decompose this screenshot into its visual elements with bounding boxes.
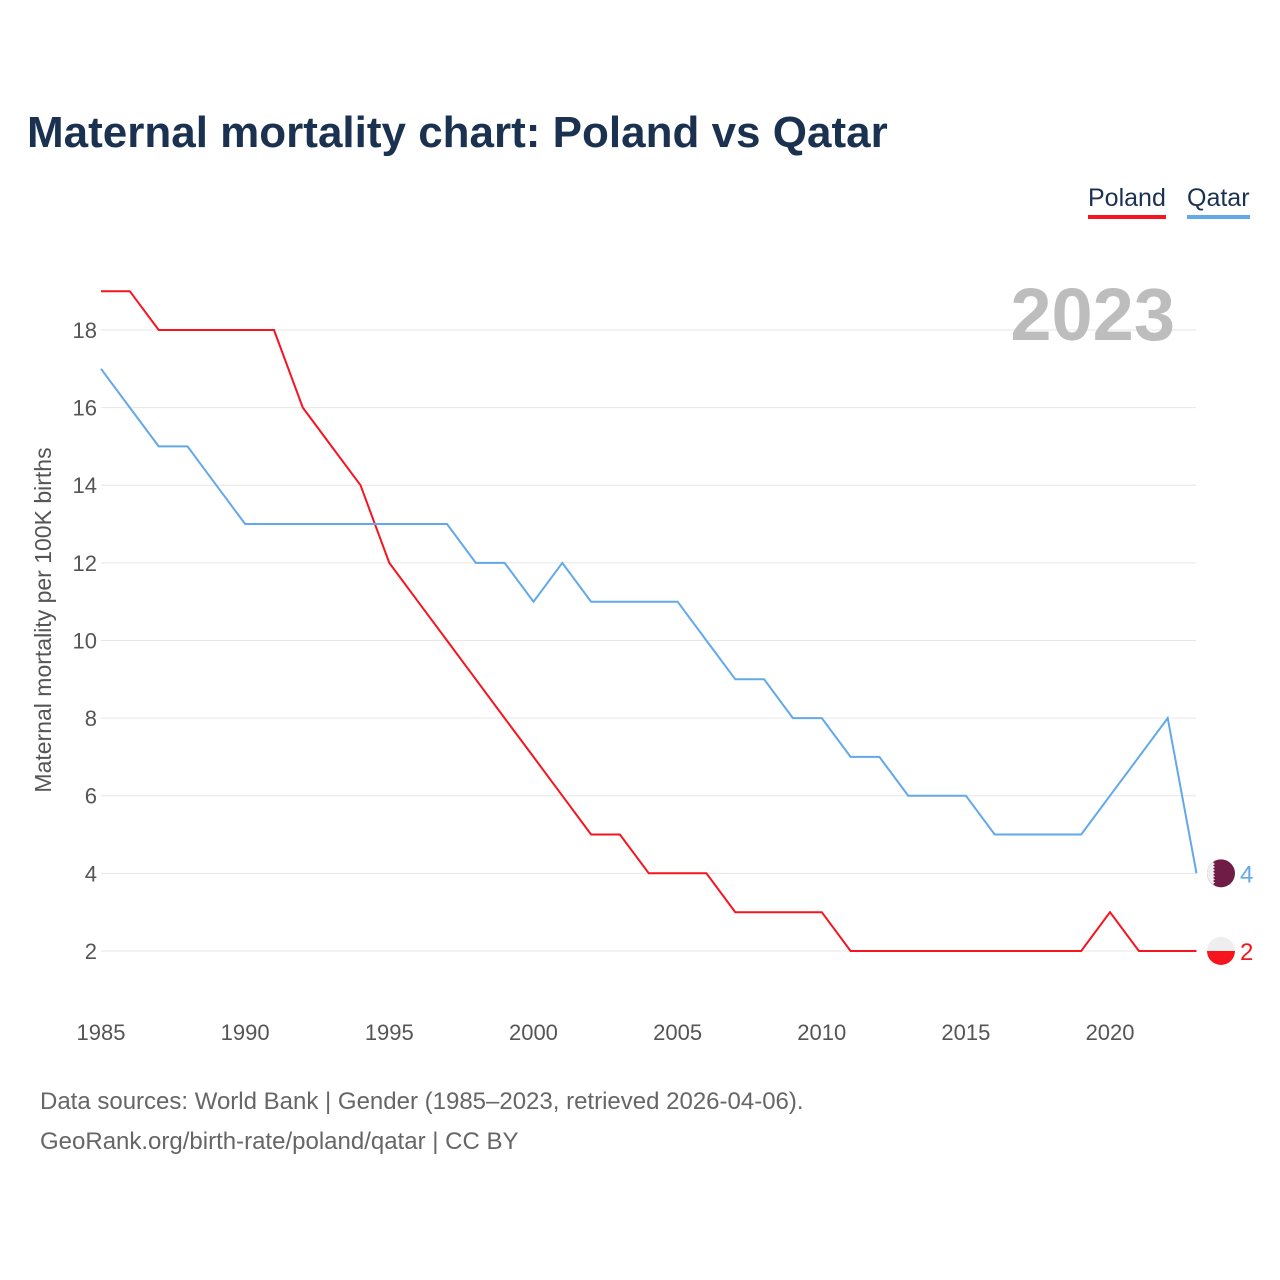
legend-qatar[interactable]: Qatar: [1187, 184, 1250, 219]
source-line-2[interactable]: GeoRank.org/birth-rate/poland/qatar | CC…: [40, 1128, 519, 1155]
y-tick-label: 10: [73, 628, 97, 653]
series-line-poland: [101, 290, 1197, 952]
y-tick-label: 6: [85, 784, 97, 809]
x-tick-label: 2015: [941, 1020, 990, 1045]
y-tick-label: 18: [73, 318, 97, 343]
y-tick-label: 2: [85, 939, 97, 964]
x-tick-label: 2010: [797, 1020, 846, 1045]
x-tick-label: 1990: [221, 1020, 270, 1045]
chart-title: Maternal mortality chart: Poland vs Qata…: [27, 108, 888, 157]
series-line-qatar: [100, 368, 1198, 874]
y-tick-label: 14: [73, 473, 97, 498]
x-tick-label: 1995: [365, 1020, 414, 1045]
x-tick-label: 2005: [653, 1020, 702, 1045]
qatar-end-value: 4: [1240, 861, 1253, 888]
legend-poland[interactable]: Poland: [1088, 184, 1166, 219]
y-axis-label: Maternal mortality per 100K births: [30, 447, 56, 792]
year-label: 2023: [1010, 273, 1175, 356]
x-tick-label: 1985: [77, 1020, 126, 1045]
source-line-1: Data sources: World Bank | Gender (1985–…: [40, 1088, 804, 1115]
y-tick-label: 8: [85, 706, 97, 731]
poland-flag-icon: [1207, 936, 1235, 965]
x-tick-label: 2020: [1086, 1020, 1135, 1045]
qatar-flag-icon: [1207, 859, 1235, 888]
y-tick-label: 12: [73, 551, 97, 576]
x-tick-label: 2000: [509, 1020, 558, 1045]
poland-end-value: 2: [1240, 939, 1253, 966]
y-tick-label: 16: [73, 396, 97, 421]
y-tick-label: 4: [85, 861, 97, 886]
